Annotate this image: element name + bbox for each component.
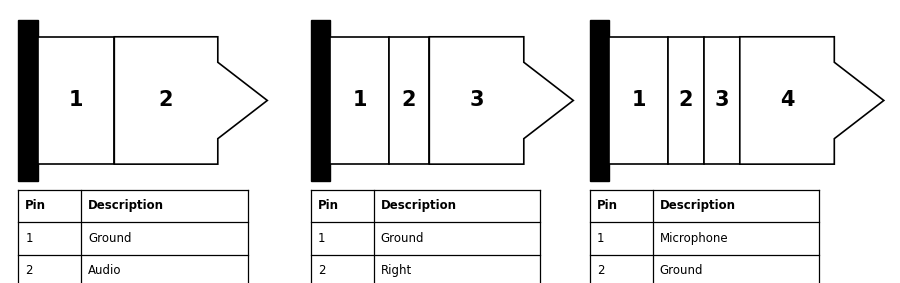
Text: Audio: Audio: [88, 265, 122, 277]
Text: 3: 3: [715, 91, 729, 110]
Text: Description: Description: [660, 200, 735, 212]
Text: 1: 1: [25, 232, 32, 245]
Text: Ground: Ground: [381, 232, 424, 245]
Polygon shape: [114, 37, 267, 164]
Text: 4: 4: [779, 91, 795, 110]
Bar: [590, 20, 609, 181]
Text: 2: 2: [401, 91, 417, 110]
Text: 1: 1: [597, 232, 604, 245]
Bar: [609, 37, 668, 164]
Text: Ground: Ground: [88, 232, 131, 245]
Bar: [18, 20, 38, 181]
Text: 2: 2: [597, 265, 604, 277]
Text: 1: 1: [318, 232, 325, 245]
Text: 1: 1: [68, 91, 84, 110]
Polygon shape: [429, 37, 573, 164]
Text: 2: 2: [158, 91, 174, 110]
Text: 3: 3: [469, 91, 484, 110]
Text: Pin: Pin: [597, 200, 617, 212]
Bar: [310, 20, 330, 181]
Text: Description: Description: [88, 200, 164, 212]
Text: Right: Right: [381, 265, 412, 277]
Text: Ground: Ground: [660, 265, 703, 277]
Bar: [38, 37, 114, 164]
Bar: [389, 37, 429, 164]
Text: 2: 2: [25, 265, 32, 277]
Polygon shape: [740, 37, 884, 164]
Text: Pin: Pin: [25, 200, 46, 212]
Text: 1: 1: [631, 91, 646, 110]
Text: 1: 1: [352, 91, 367, 110]
Text: 2: 2: [679, 91, 693, 110]
Text: Pin: Pin: [318, 200, 338, 212]
Bar: [668, 37, 704, 164]
Bar: [330, 37, 389, 164]
Text: Description: Description: [381, 200, 456, 212]
Text: 2: 2: [318, 265, 325, 277]
Text: Microphone: Microphone: [660, 232, 728, 245]
Bar: [704, 37, 740, 164]
